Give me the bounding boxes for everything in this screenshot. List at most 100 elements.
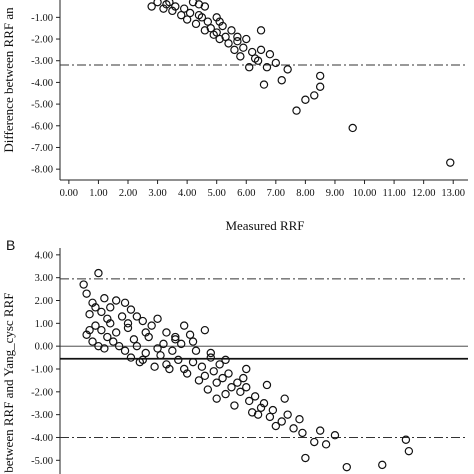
- panel-a-y-axis-label: Difference between RRF an: [1, 7, 16, 153]
- data-point: [141, 348, 150, 358]
- y-tick-label: -2.00: [31, 387, 53, 398]
- y-tick-label: -4.00: [31, 433, 53, 444]
- data-point: [277, 417, 286, 426]
- x-tick-label: 6.00: [237, 188, 255, 199]
- data-point: [141, 328, 150, 337]
- x-tick-label: 4.00: [178, 188, 196, 199]
- data-point: [179, 364, 189, 374]
- data-point: [197, 13, 207, 22]
- data-point: [162, 360, 171, 369]
- data-point: [165, 0, 174, 7]
- y-tick-label: 2.00: [35, 296, 53, 307]
- data-point: [301, 453, 310, 463]
- data-point: [97, 307, 106, 317]
- data-point: [188, 357, 198, 367]
- data-point: [236, 387, 245, 397]
- data-point: [230, 45, 239, 55]
- data-point: [262, 63, 272, 72]
- y-tick-label: -1.00: [31, 13, 53, 24]
- data-point: [206, 353, 215, 362]
- data-point: [206, 348, 215, 358]
- data-point: [227, 383, 236, 392]
- data-point: [283, 65, 292, 74]
- data-point: [156, 351, 165, 360]
- data-point: [215, 17, 224, 26]
- data-point: [177, 339, 186, 349]
- data-point: [283, 410, 292, 419]
- data-point: [230, 401, 239, 410]
- data-point: [265, 412, 275, 422]
- data-point: [147, 2, 156, 11]
- data-point: [256, 45, 266, 55]
- data-point: [342, 462, 351, 472]
- data-point: [245, 63, 254, 72]
- data-point: [236, 52, 245, 61]
- data-point: [138, 355, 147, 365]
- data-point: [301, 95, 310, 104]
- data-point: [194, 376, 204, 385]
- data-point: [227, 26, 236, 35]
- data-point: [97, 325, 106, 335]
- data-point: [100, 344, 109, 353]
- data-point: [188, 337, 198, 346]
- data-point: [117, 312, 127, 321]
- data-point: [253, 56, 263, 65]
- panel-a-chart: -1.00 -2.00 -3.00 -4.00 -5.00 -6.00 -7.00 -8.00…: [31, 0, 468, 199]
- data-point: [404, 446, 414, 456]
- data-point: [289, 424, 298, 433]
- data-point: [221, 389, 230, 399]
- data-point: [94, 268, 103, 278]
- data-point: [315, 82, 325, 91]
- y-tick-label: 3.00: [35, 273, 53, 284]
- data-point: [401, 435, 411, 444]
- data-point: [256, 26, 266, 35]
- y-tick-label: -1.00: [31, 364, 53, 375]
- panel-a-x-axis-label: Measured RRF: [225, 218, 304, 233]
- y-tick-label: -5.00: [31, 456, 53, 467]
- data-point: [215, 34, 224, 44]
- data-point: [109, 337, 118, 346]
- data-point: [85, 310, 94, 319]
- data-point: [292, 106, 301, 115]
- data-point: [132, 341, 142, 351]
- data-point: [245, 396, 254, 406]
- data-point: [162, 328, 171, 337]
- data-point: [265, 50, 275, 59]
- data-point: [123, 323, 133, 333]
- data-point: [310, 91, 319, 100]
- y-tick-label: -2.00: [31, 35, 53, 46]
- data-point: [233, 32, 242, 42]
- x-tick-label: 7.00: [267, 188, 285, 199]
- data-point: [171, 335, 180, 344]
- data-point: [91, 303, 100, 312]
- data-point: [253, 410, 263, 419]
- data-point: [191, 346, 201, 355]
- data-point: [171, 2, 180, 11]
- y-tick-label: -7.00: [31, 143, 53, 154]
- data-point: [111, 328, 121, 337]
- x-tick-label: 2.00: [119, 188, 137, 199]
- y-tick-label: -8.00: [31, 165, 53, 176]
- data-point: [233, 378, 242, 387]
- data-point: [126, 305, 136, 314]
- data-point: [242, 34, 251, 44]
- panel-b-letter: B: [6, 237, 15, 253]
- data-point: [315, 426, 325, 435]
- data-point: [79, 280, 88, 289]
- data-point: [280, 394, 289, 403]
- panel-b-y-axis-label: ce between RRF and Yang_cysc RRF: [1, 293, 16, 474]
- data-point: [82, 289, 91, 298]
- data-point: [218, 373, 227, 383]
- data-point: [200, 2, 210, 11]
- x-tick-label: 9.00: [326, 188, 344, 199]
- y-tick-label: -3.00: [31, 56, 53, 67]
- data-point: [233, 37, 242, 46]
- data-point: [348, 123, 357, 133]
- x-tick-label: 12.00: [412, 188, 436, 199]
- data-point: [242, 364, 251, 374]
- data-point: [215, 360, 224, 369]
- panel-b-chart: 4.00 3.00 2.00 1.00 0.00 -1.00 -2.00 -3.00 -4.00…: [31, 248, 468, 474]
- data-point: [147, 321, 156, 330]
- data-point: [85, 325, 94, 335]
- data-point: [103, 314, 112, 323]
